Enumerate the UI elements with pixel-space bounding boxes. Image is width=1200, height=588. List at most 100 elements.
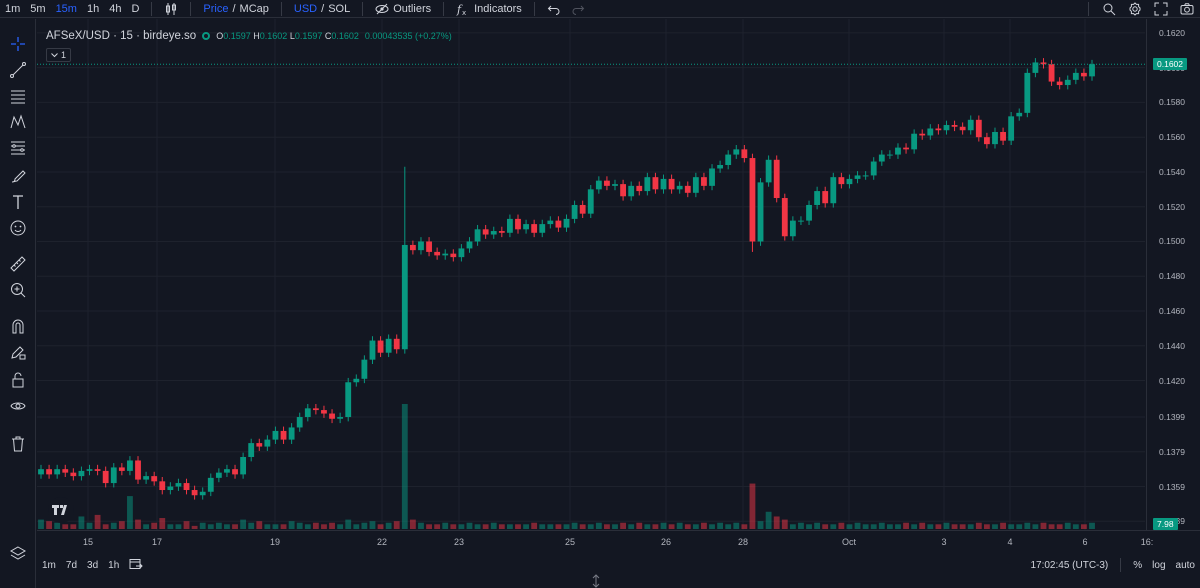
price-tick-label: 0.1560 [1159, 132, 1185, 143]
candle-body [70, 472, 77, 477]
candle-body [838, 177, 845, 185]
magnet-tool[interactable] [6, 315, 30, 337]
volume-bar [644, 524, 651, 529]
percent-toggle[interactable]: % [1133, 559, 1143, 571]
range-1h[interactable]: 1h [108, 559, 120, 571]
mcap-option[interactable]: MCap [239, 2, 269, 15]
candlestick-chart[interactable] [37, 19, 1145, 530]
price-option[interactable]: Price [203, 2, 229, 15]
fib-tool[interactable] [6, 137, 30, 159]
candle-body [304, 408, 311, 418]
redo-button[interactable] [566, 3, 590, 15]
sol-option[interactable]: SOL [328, 2, 351, 15]
symbol-title[interactable]: AFSeX/USD · 15 · birdeye.so [46, 30, 197, 42]
object-tree-tool[interactable] [6, 543, 30, 565]
candle-body [442, 253, 449, 256]
candle-body [854, 175, 861, 179]
emoji-tool[interactable] [6, 217, 30, 239]
price-mcap-toggle[interactable]: Price / MCap [198, 0, 273, 18]
time-tick-label: 4 [1007, 537, 1013, 547]
pane-resize-handle[interactable] [590, 574, 602, 588]
high-value: 0.1602 [259, 31, 288, 41]
brush-tool[interactable] [6, 165, 30, 187]
price-axis[interactable]: 0.16200.16000.15800.15600.15400.15200.15… [1146, 19, 1200, 530]
chart-type-button[interactable] [159, 2, 183, 16]
candle-body [595, 180, 602, 190]
time-axis[interactable]: 15 17 19 22 23 25 26 28 Oct 3 4 6 16: [37, 530, 1200, 552]
chart-pane[interactable]: AFSeX/USD · 15 · birdeye.so O0.1597 H0.1… [37, 19, 1145, 530]
candle-body [393, 338, 400, 350]
candle-body [1056, 81, 1063, 86]
candle-body [296, 417, 303, 428]
undo-button[interactable] [542, 3, 566, 15]
drawing-toolbar [0, 19, 36, 588]
volume-bar [418, 522, 424, 529]
log-toggle[interactable]: log [1152, 559, 1166, 571]
range-7d[interactable]: 7d [65, 559, 78, 571]
slash: / [232, 2, 236, 15]
candle-body [604, 180, 610, 186]
close-value: 0.1602 [331, 31, 359, 41]
timeframe-1m[interactable]: 1m [5, 2, 21, 15]
timeframe-1d[interactable]: D [131, 2, 140, 15]
timeframe-1h[interactable]: 1h [86, 2, 100, 15]
currency-toggle[interactable]: USD / SOL [289, 0, 355, 18]
candle-body [199, 491, 206, 496]
delete-drawings-tool[interactable] [6, 433, 30, 455]
candle-body [345, 382, 352, 418]
trend-line-tool[interactable] [6, 59, 30, 81]
timezone-clock[interactable]: 17:02:45 (UTC-3) [1030, 559, 1109, 571]
settings-button[interactable] [1122, 0, 1148, 18]
tradingview-logo-icon [52, 505, 67, 515]
timeframe-15m[interactable]: 15m [55, 2, 77, 15]
volume-bar [78, 516, 85, 529]
candle-body [1040, 62, 1047, 65]
fullscreen-button[interactable] [1148, 0, 1174, 18]
crosshair-icon [11, 37, 25, 51]
lock-drawings-tool[interactable] [6, 369, 30, 391]
volume-bar [345, 519, 352, 529]
candle-body [927, 128, 934, 136]
range-1m[interactable]: 1m [42, 559, 56, 571]
volume-bar [992, 524, 998, 529]
zoom-tool[interactable] [6, 279, 30, 301]
candle-body [846, 178, 853, 185]
candle-body [822, 191, 829, 204]
stay-in-drawing-tool[interactable] [6, 341, 30, 363]
volume-bar [975, 522, 982, 529]
quick-search-button[interactable] [1096, 0, 1122, 18]
zoom-in-icon [11, 283, 26, 298]
outliers-button[interactable]: Outliers [370, 0, 436, 18]
candle-body [94, 469, 101, 471]
range-3d[interactable]: 3d [87, 559, 99, 571]
hide-drawings-tool[interactable] [6, 395, 30, 417]
timeframe-5m[interactable]: 5m [30, 2, 46, 15]
measure-tool[interactable] [6, 253, 30, 275]
tradingview-logo[interactable] [48, 497, 74, 523]
usd-option[interactable]: USD [293, 2, 318, 15]
volume-bar [838, 522, 845, 529]
candle-body [862, 175, 869, 177]
pattern-tool[interactable] [6, 111, 30, 133]
volume-bar [393, 521, 400, 529]
volume-bar [1064, 522, 1071, 529]
horizontal-lines-tool[interactable] [6, 85, 30, 107]
legend-count: 1 [61, 50, 67, 60]
volume-bar [272, 524, 279, 529]
auto-scale-toggle[interactable]: auto [1175, 559, 1195, 571]
price-tick-label: 0.1420 [1159, 375, 1185, 386]
candle-body [256, 443, 263, 447]
volume-bar [167, 524, 174, 529]
candle-body [523, 224, 529, 230]
goto-date-button[interactable] [124, 558, 148, 573]
screenshot-button[interactable] [1174, 0, 1200, 18]
volume-bar [830, 524, 837, 529]
candle-body [143, 476, 150, 480]
candle-body [369, 340, 376, 360]
text-tool[interactable] [6, 191, 30, 213]
volume-bar [46, 521, 52, 529]
collapse-legend-button[interactable]: 1 [46, 48, 72, 62]
crosshair-tool[interactable] [6, 33, 30, 55]
timeframe-4h[interactable]: 4h [109, 2, 122, 15]
